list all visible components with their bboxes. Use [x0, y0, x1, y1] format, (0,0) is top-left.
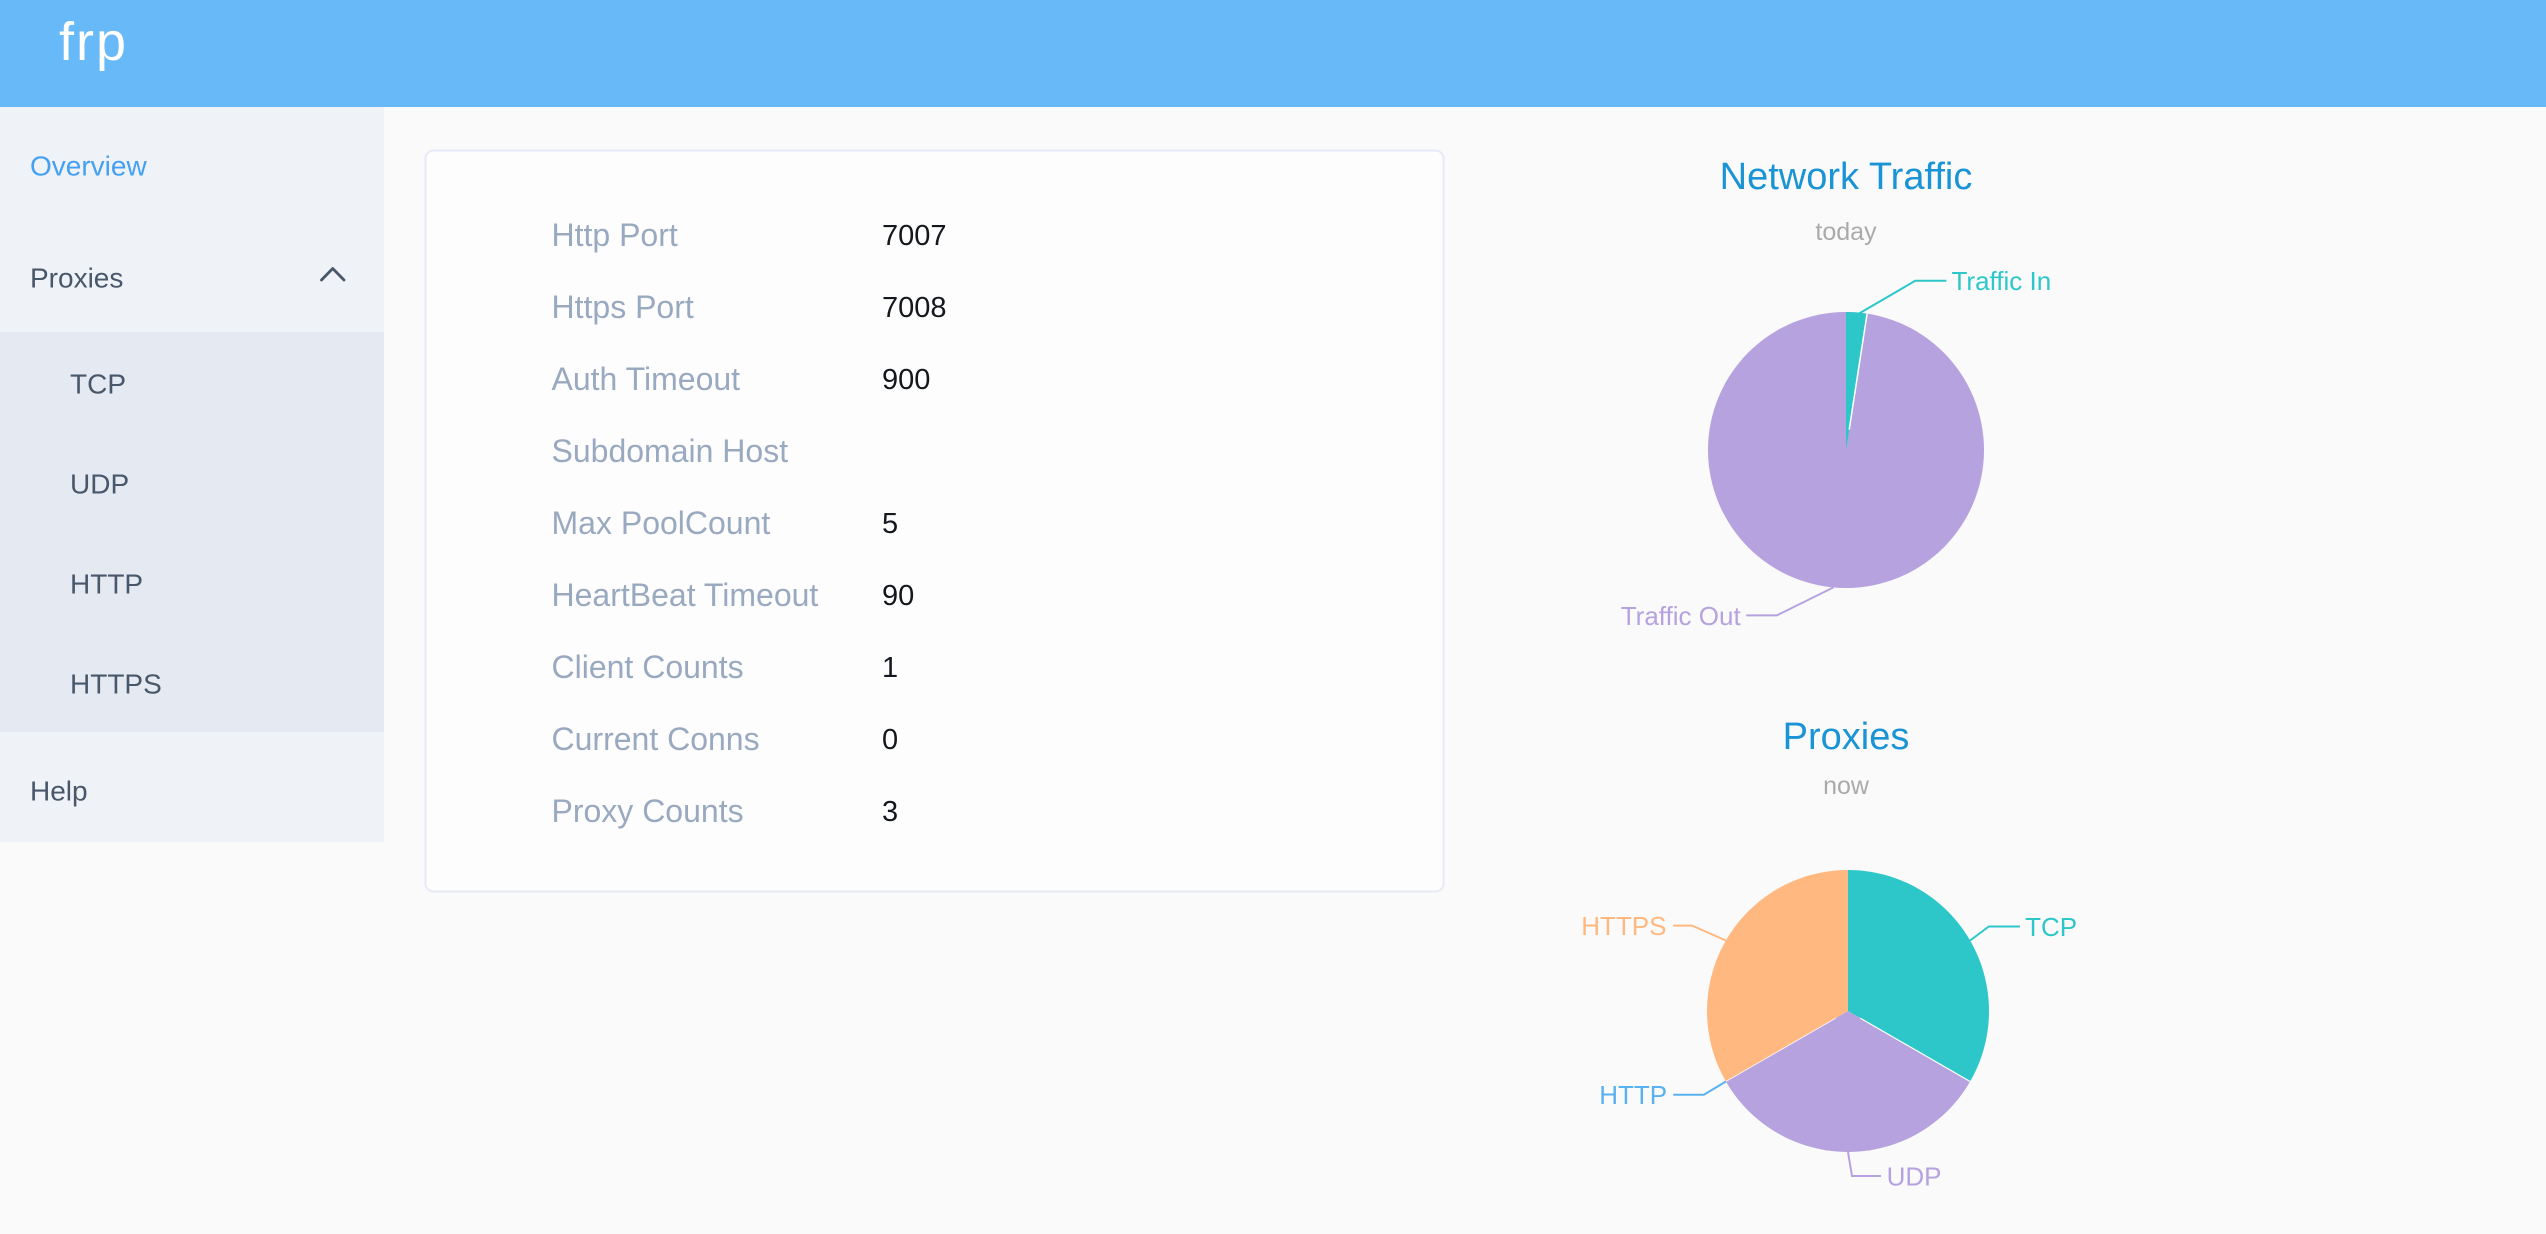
- svg-text:3: 3: [882, 796, 898, 828]
- svg-text:1: 1: [882, 652, 898, 684]
- svg-text:90: 90: [882, 580, 914, 612]
- svg-text:Max PoolCount: Max PoolCount: [552, 505, 771, 541]
- svg-text:Traffic Out: Traffic Out: [1621, 601, 1742, 631]
- svg-text:Current Conns: Current Conns: [552, 721, 760, 757]
- svg-text:Traffic In: Traffic In: [1952, 266, 2052, 296]
- svg-text:HTTPS: HTTPS: [1581, 911, 1666, 941]
- svg-text:Proxies: Proxies: [1783, 716, 1910, 758]
- svg-text:TCP: TCP: [70, 369, 126, 400]
- svg-text:UDP: UDP: [70, 469, 129, 500]
- svg-text:now: now: [1823, 772, 1870, 800]
- svg-text:frp: frp: [59, 12, 128, 72]
- svg-text:Http Port: Http Port: [552, 217, 678, 253]
- svg-text:HeartBeat Timeout: HeartBeat Timeout: [552, 577, 819, 613]
- svg-text:TCP: TCP: [2025, 912, 2077, 942]
- svg-text:Subdomain Host: Subdomain Host: [552, 433, 789, 469]
- svg-text:0: 0: [882, 724, 898, 756]
- svg-text:Proxy Counts: Proxy Counts: [552, 793, 744, 829]
- svg-text:7007: 7007: [882, 220, 947, 252]
- svg-text:HTTP: HTTP: [70, 569, 143, 600]
- svg-text:Client Counts: Client Counts: [552, 649, 744, 685]
- svg-text:Proxies: Proxies: [30, 263, 123, 294]
- svg-text:HTTP: HTTP: [1599, 1080, 1667, 1110]
- svg-text:900: 900: [882, 364, 930, 396]
- svg-text:Help: Help: [30, 776, 88, 807]
- svg-text:today: today: [1815, 218, 1877, 246]
- svg-text:Overview: Overview: [30, 151, 147, 182]
- svg-text:Https Port: Https Port: [552, 289, 694, 325]
- svg-text:5: 5: [882, 508, 898, 540]
- svg-text:Auth Timeout: Auth Timeout: [552, 361, 741, 397]
- svg-text:7008: 7008: [882, 292, 947, 324]
- svg-text:UDP: UDP: [1887, 1161, 1942, 1191]
- svg-text:Network Traffic: Network Traffic: [1720, 156, 1973, 198]
- svg-text:HTTPS: HTTPS: [70, 669, 162, 700]
